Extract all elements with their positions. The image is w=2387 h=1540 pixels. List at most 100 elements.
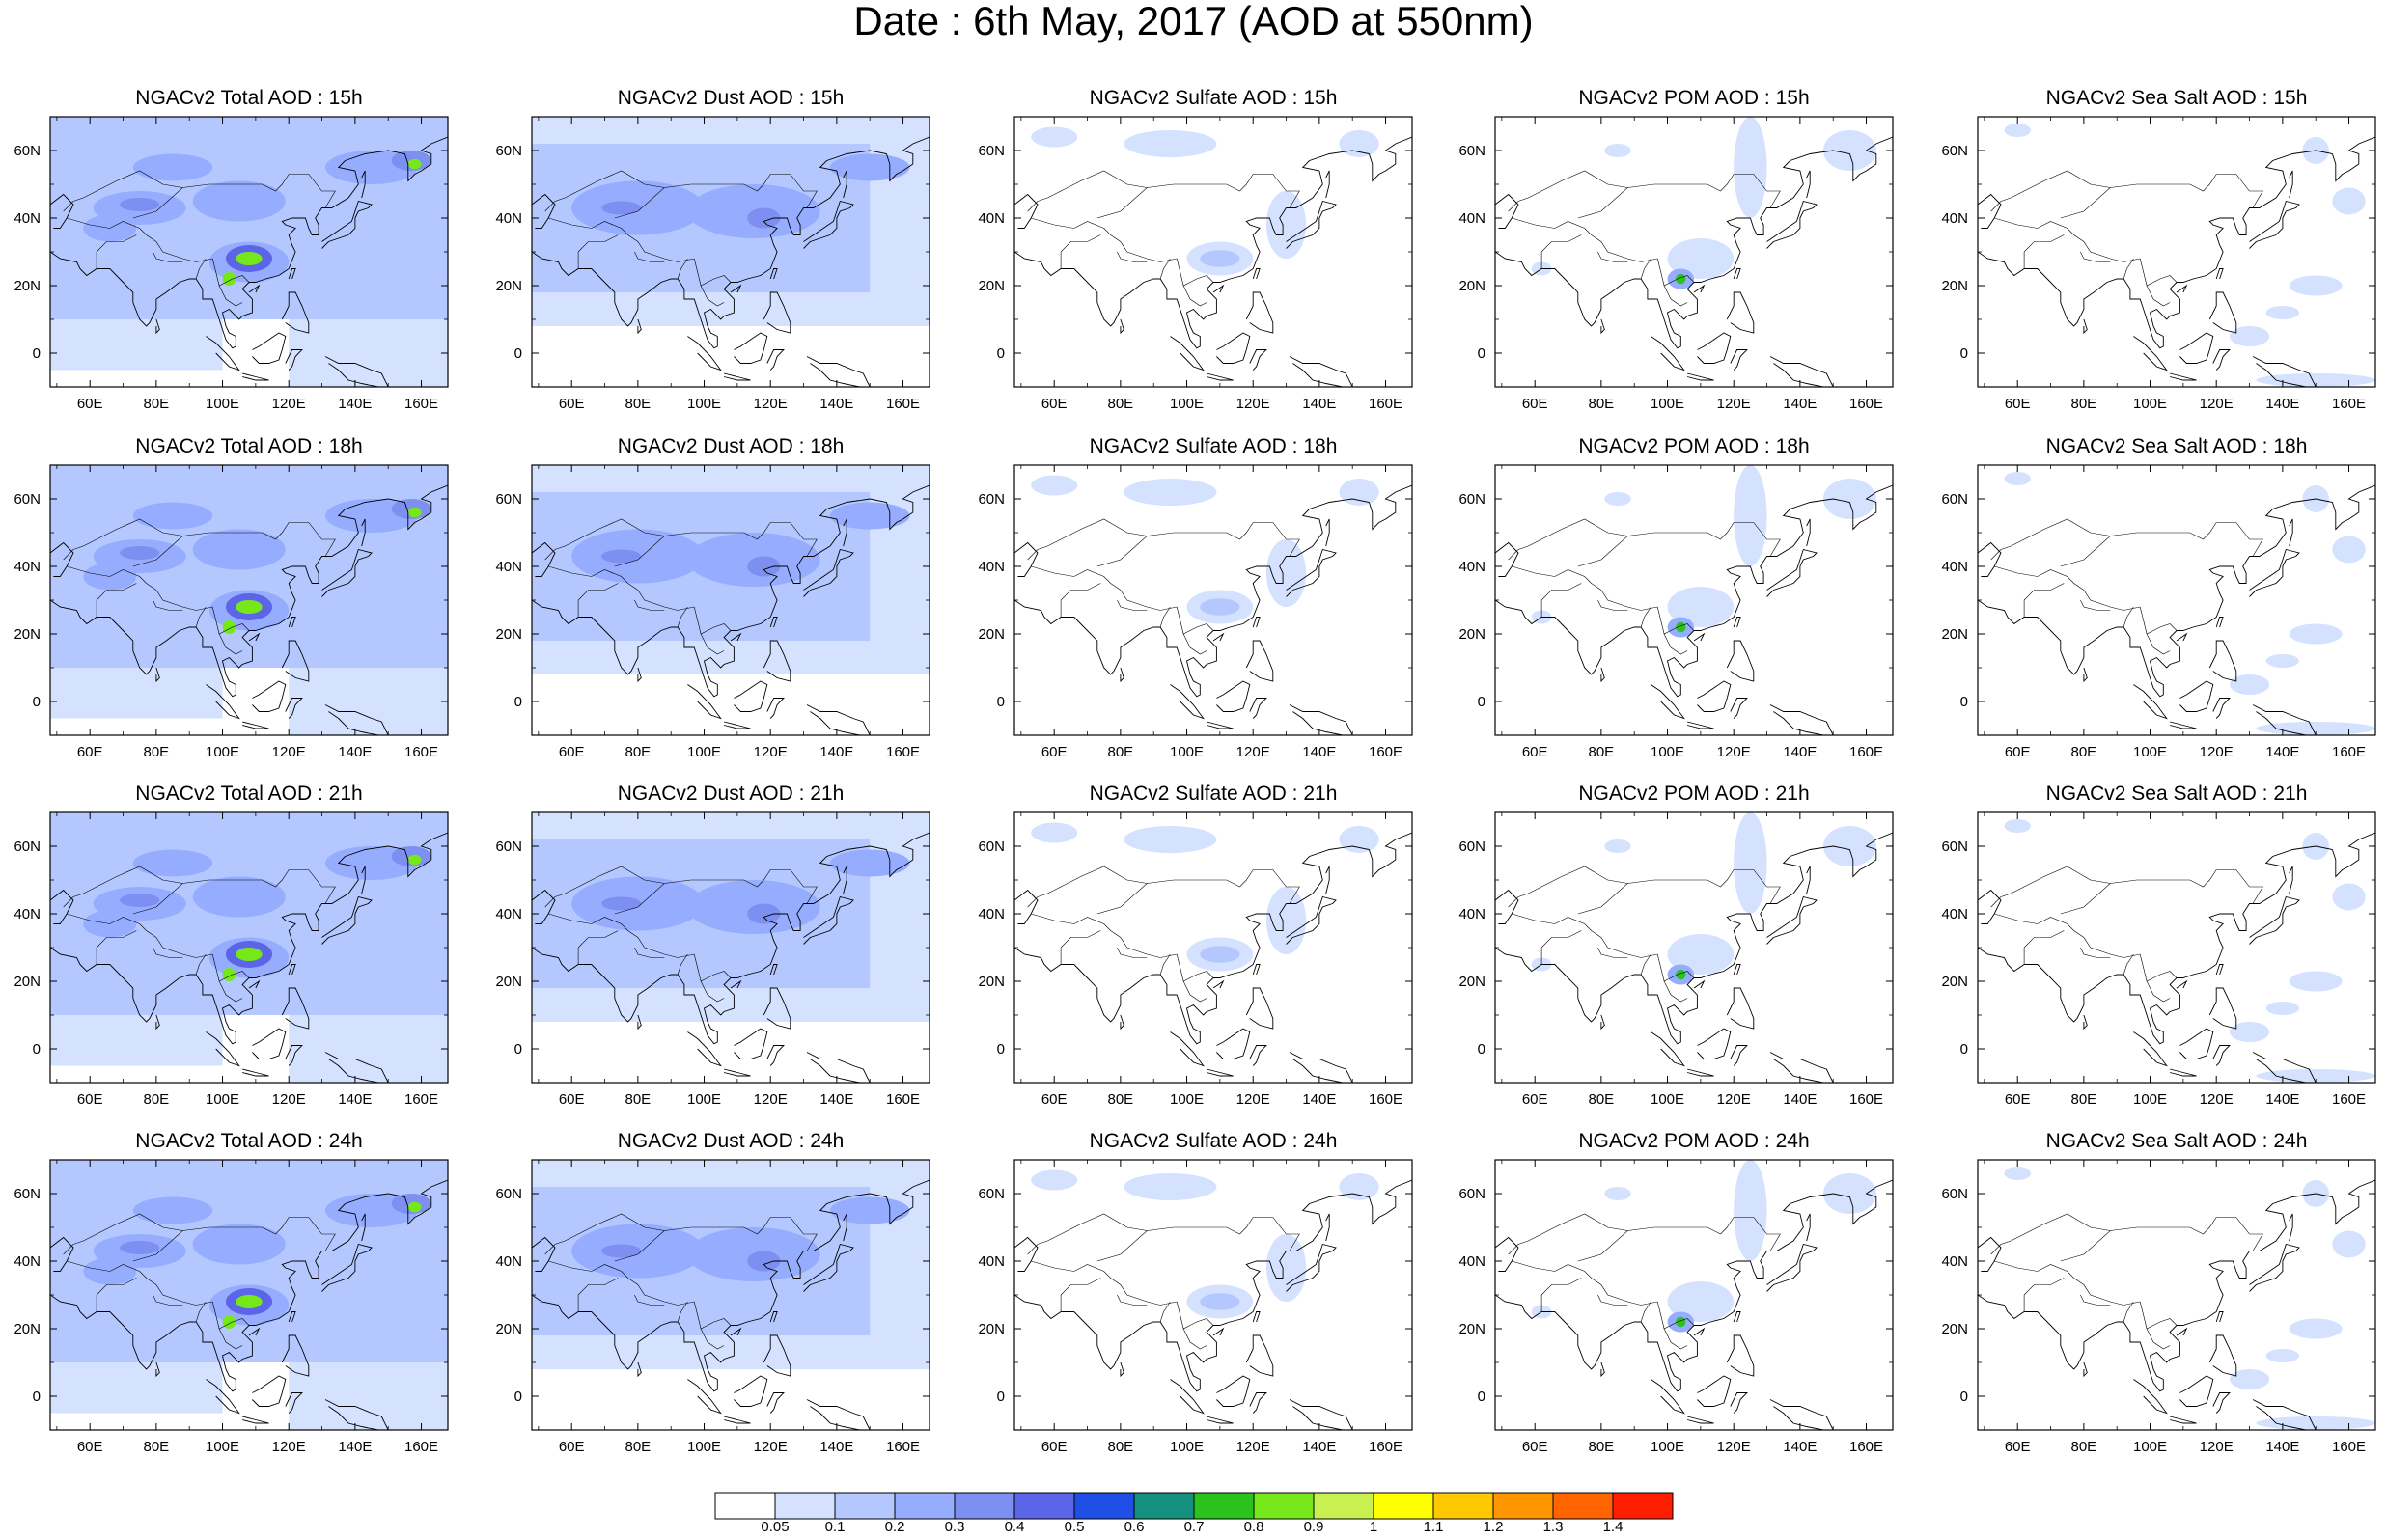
country-border — [1027, 170, 1148, 212]
aod-region — [289, 319, 448, 387]
coastline — [1769, 356, 1834, 387]
panel-title: NGACv2 Sulfate AOD : 18h — [1089, 435, 1338, 457]
lon-tick-label: 160E — [886, 1439, 920, 1455]
country-border — [1663, 1328, 1688, 1350]
panel-title: NGACv2 POM AOD : 15h — [1578, 87, 1810, 109]
country-border — [153, 251, 183, 262]
lat-tick-label: 40N — [978, 210, 1005, 227]
lat-tick-label: 0 — [1960, 1389, 1968, 1405]
lon-tick-label: 80E — [625, 1439, 652, 1455]
lon-tick-label: 80E — [1589, 1439, 1615, 1455]
lat-tick-label: 40N — [1941, 906, 1968, 922]
country-border — [1994, 1260, 2141, 1306]
lon-tick-label: 140E — [819, 1439, 853, 1455]
country-border — [1060, 930, 1101, 965]
country-border — [218, 980, 243, 1003]
country-border — [1994, 913, 2141, 958]
aod-patch — [407, 507, 422, 518]
country-border — [1027, 518, 1148, 561]
coastline — [1212, 979, 1225, 989]
aod-patch — [132, 153, 213, 181]
coastline — [2252, 356, 2317, 387]
panel-title: NGACv2 Dust AOD : 18h — [617, 435, 845, 457]
panel-title: NGACv2 POM AOD : 18h — [1578, 435, 1810, 457]
coastline — [1495, 832, 1893, 1045]
country-border — [693, 258, 732, 287]
lon-tick-label: 80E — [1589, 744, 1615, 760]
coastline — [1212, 284, 1225, 293]
coastline — [803, 895, 854, 945]
coastline — [321, 895, 373, 945]
coastline — [1697, 680, 1732, 712]
coastline — [637, 1014, 642, 1031]
lon-tick-label: 120E — [2200, 1091, 2234, 1108]
country-border — [677, 258, 688, 280]
aod-patch — [2265, 1349, 2300, 1362]
map-panel-pom-24h: NGACv2 POM AOD : 24h 60E 80E 100E 120E 140E 16… — [1437, 1128, 1912, 1469]
country-border — [544, 170, 665, 212]
lon-tick-label: 140E — [2265, 1091, 2299, 1108]
lon-tick-label: 100E — [206, 1091, 239, 1108]
coastline — [532, 484, 930, 698]
aod-patch — [236, 1295, 263, 1308]
aod-patch — [2265, 654, 2300, 668]
coastline — [50, 889, 74, 924]
lat-tick-label: 60N — [495, 491, 522, 508]
aod-patch — [1734, 465, 1767, 566]
country-border — [2139, 258, 2178, 287]
aod-patch — [192, 1224, 286, 1265]
coastline — [1325, 1213, 1330, 1242]
coastline — [1733, 268, 1741, 280]
country-border — [1656, 606, 1695, 635]
aod-patch — [1031, 1169, 1078, 1191]
coastline — [288, 964, 296, 976]
coastline — [2208, 1334, 2237, 1377]
country-border — [1176, 953, 1214, 982]
country-border — [2023, 234, 2065, 269]
country-border — [1597, 947, 1628, 958]
coastline — [2249, 200, 2300, 249]
lon-tick-label: 80E — [2071, 744, 2097, 760]
lon-tick-label: 120E — [754, 396, 788, 412]
map-panel-pom-18h: NGACv2 POM AOD : 18h 60E 80E 100E 120E 140E 16… — [1437, 433, 1912, 774]
aod-patch — [1604, 492, 1631, 506]
coastline — [248, 284, 261, 293]
coastline — [1693, 979, 1706, 989]
colorbar-label: 1 — [1370, 1519, 1377, 1532]
country-border — [2146, 285, 2171, 307]
coastline — [1120, 1014, 1124, 1031]
country-border — [2080, 599, 2111, 611]
aod-patch — [747, 556, 781, 577]
colorbar-box — [1432, 1492, 1494, 1520]
country-border — [2146, 980, 2171, 1003]
lat-tick-label: 0 — [997, 1041, 1005, 1058]
coastline — [2289, 1213, 2293, 1242]
map-panel-seasalt-18h: NGACv2 Sea Salt AOD : 18h 60E 80E 100E 120E 1… — [1920, 433, 2387, 774]
lat-tick-label: 20N — [495, 626, 522, 643]
lon-tick-label: 100E — [1651, 396, 1684, 412]
lon-tick-label: 60E — [1041, 1091, 1068, 1108]
aod-patch — [2256, 1069, 2375, 1083]
map-plot: 60E 80E 100E 120E 140E 160E 0 20N 40N 60N — [495, 811, 930, 1108]
map-panel-seasalt-24h: NGACv2 Sea Salt AOD : 24h 60E 80E 100E 120E 1… — [1920, 1128, 2387, 1469]
map-panel-total-21h: NGACv2 Total AOD : 21h 60E 80E 100E 120E 140E… — [0, 781, 467, 1121]
lat-tick-label: 0 — [33, 1389, 41, 1405]
map-plot: 60E 80E 100E 120E 140E 160E 0 20N 40N 60N — [978, 116, 1413, 412]
coastline — [50, 1236, 74, 1272]
lat-tick-label: 20N — [1941, 278, 1968, 294]
lat-tick-label: 20N — [14, 278, 41, 294]
coastline — [50, 136, 448, 349]
aod-field — [1495, 812, 1893, 1083]
lat-tick-label: 0 — [1478, 1389, 1485, 1405]
country-border — [211, 1301, 250, 1330]
lon-tick-label: 120E — [272, 1439, 306, 1455]
coastline — [843, 866, 847, 894]
country-border — [577, 583, 619, 618]
lat-tick-label: 0 — [1960, 345, 1968, 362]
coastline — [1733, 1311, 1741, 1323]
aod-patch — [2265, 306, 2300, 319]
coastline — [1245, 640, 1274, 682]
country-border — [577, 234, 619, 269]
lat-tick-label: 0 — [997, 694, 1005, 710]
coastline — [1686, 1068, 1714, 1077]
